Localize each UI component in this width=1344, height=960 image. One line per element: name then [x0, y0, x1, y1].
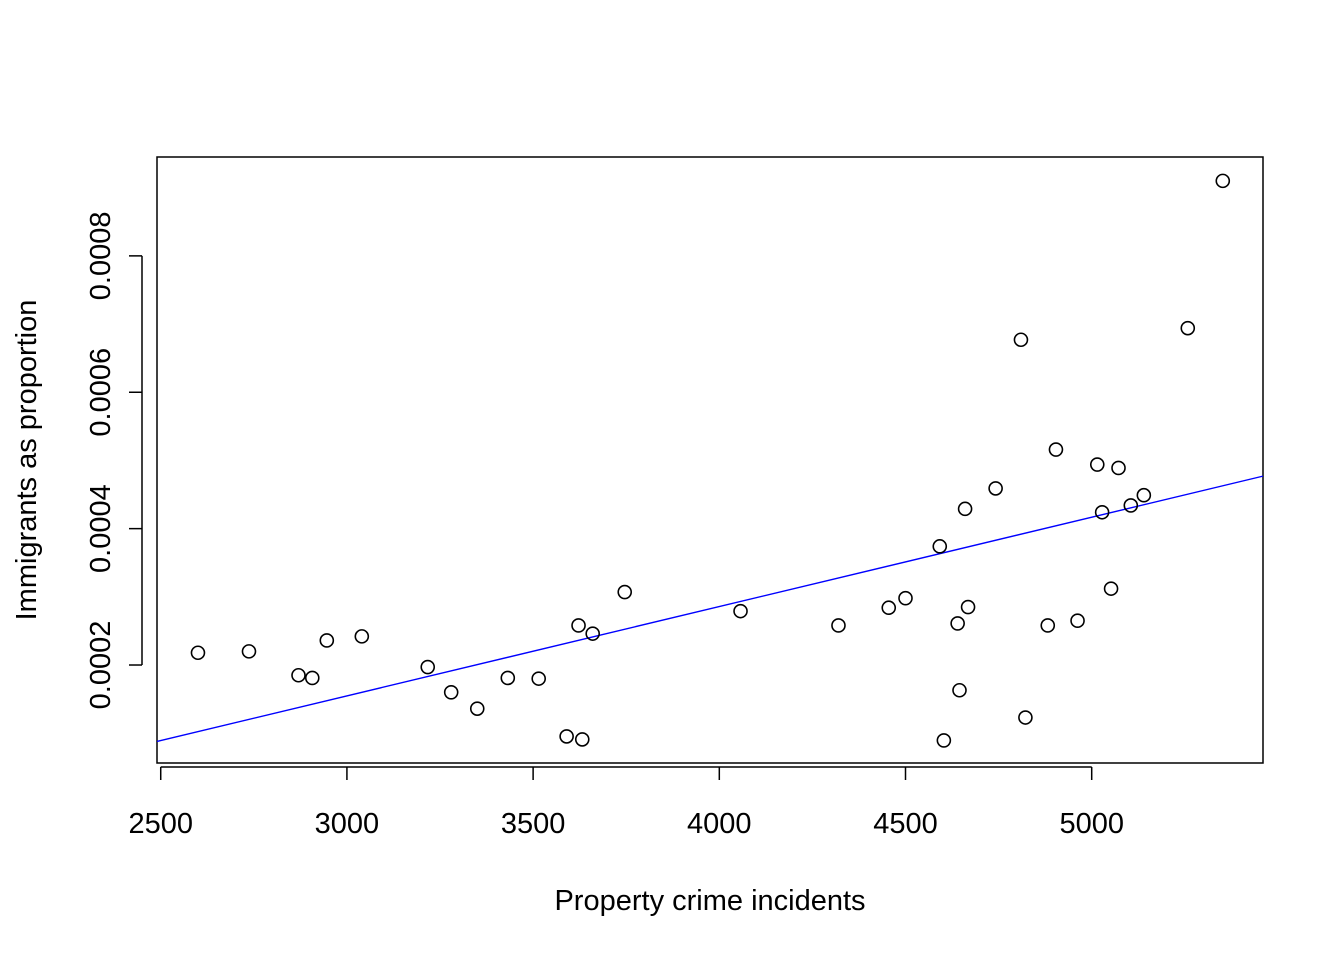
x-tick-label: 4000 [687, 808, 752, 840]
data-point [304, 670, 320, 686]
y-tick-label: 0.0002 [85, 621, 117, 710]
x-axis: 2500 3000 3500 4000 4500 5000 [128, 766, 1124, 840]
data-point [932, 539, 948, 554]
data-point [1089, 457, 1105, 472]
y-tick-label: 0.0006 [85, 348, 117, 437]
data-point [319, 633, 335, 648]
data-point [291, 667, 306, 683]
data-point [952, 682, 967, 698]
data-point [831, 618, 846, 633]
data-point [898, 590, 913, 606]
data-point [469, 701, 485, 716]
data-point [531, 671, 547, 686]
data-point [500, 670, 516, 686]
data-point [1215, 173, 1231, 189]
data-point [988, 481, 1003, 496]
data-point [1018, 710, 1033, 725]
data-point [1048, 442, 1064, 457]
x-tick-label: 2500 [128, 808, 193, 840]
data-point [190, 645, 206, 661]
data-point [957, 501, 973, 517]
data-point [1103, 581, 1119, 596]
data-points [190, 173, 1231, 748]
data-point [443, 684, 459, 700]
x-axis-title: Property crime incidents [554, 885, 865, 917]
data-point [1040, 618, 1056, 633]
y-tick-label: 0.0008 [85, 212, 117, 301]
data-point [1123, 498, 1139, 513]
data-point [585, 626, 600, 641]
data-point [420, 659, 436, 675]
plot-frame [156, 156, 1264, 764]
data-point [617, 584, 633, 600]
x-tick-label: 4500 [873, 808, 938, 840]
data-point [1136, 487, 1152, 503]
data-point [559, 729, 574, 744]
data-point [241, 644, 257, 659]
data-point [960, 599, 976, 615]
y-tick-label: 0.0004 [85, 484, 117, 573]
data-point [1111, 460, 1126, 476]
data-point [881, 600, 897, 616]
data-point [1013, 332, 1029, 348]
data-point [354, 629, 370, 644]
data-point [1180, 320, 1196, 336]
data-point [1070, 613, 1085, 628]
regression-line-layer [156, 475, 1264, 743]
x-tick-label: 5000 [1059, 808, 1124, 840]
data-point [733, 603, 748, 619]
data-point [936, 733, 952, 748]
data-point [574, 732, 590, 747]
data-point [1094, 504, 1110, 520]
data-point [571, 618, 586, 633]
y-axis: 0.0002 0.0004 0.0006 0.0008 [85, 212, 143, 710]
y-axis-title: Immigrants as proportion [11, 300, 43, 621]
regression-line [156, 475, 1264, 743]
data-point [950, 616, 965, 631]
x-tick-label: 3000 [315, 808, 380, 840]
x-tick-label: 3500 [501, 808, 566, 840]
